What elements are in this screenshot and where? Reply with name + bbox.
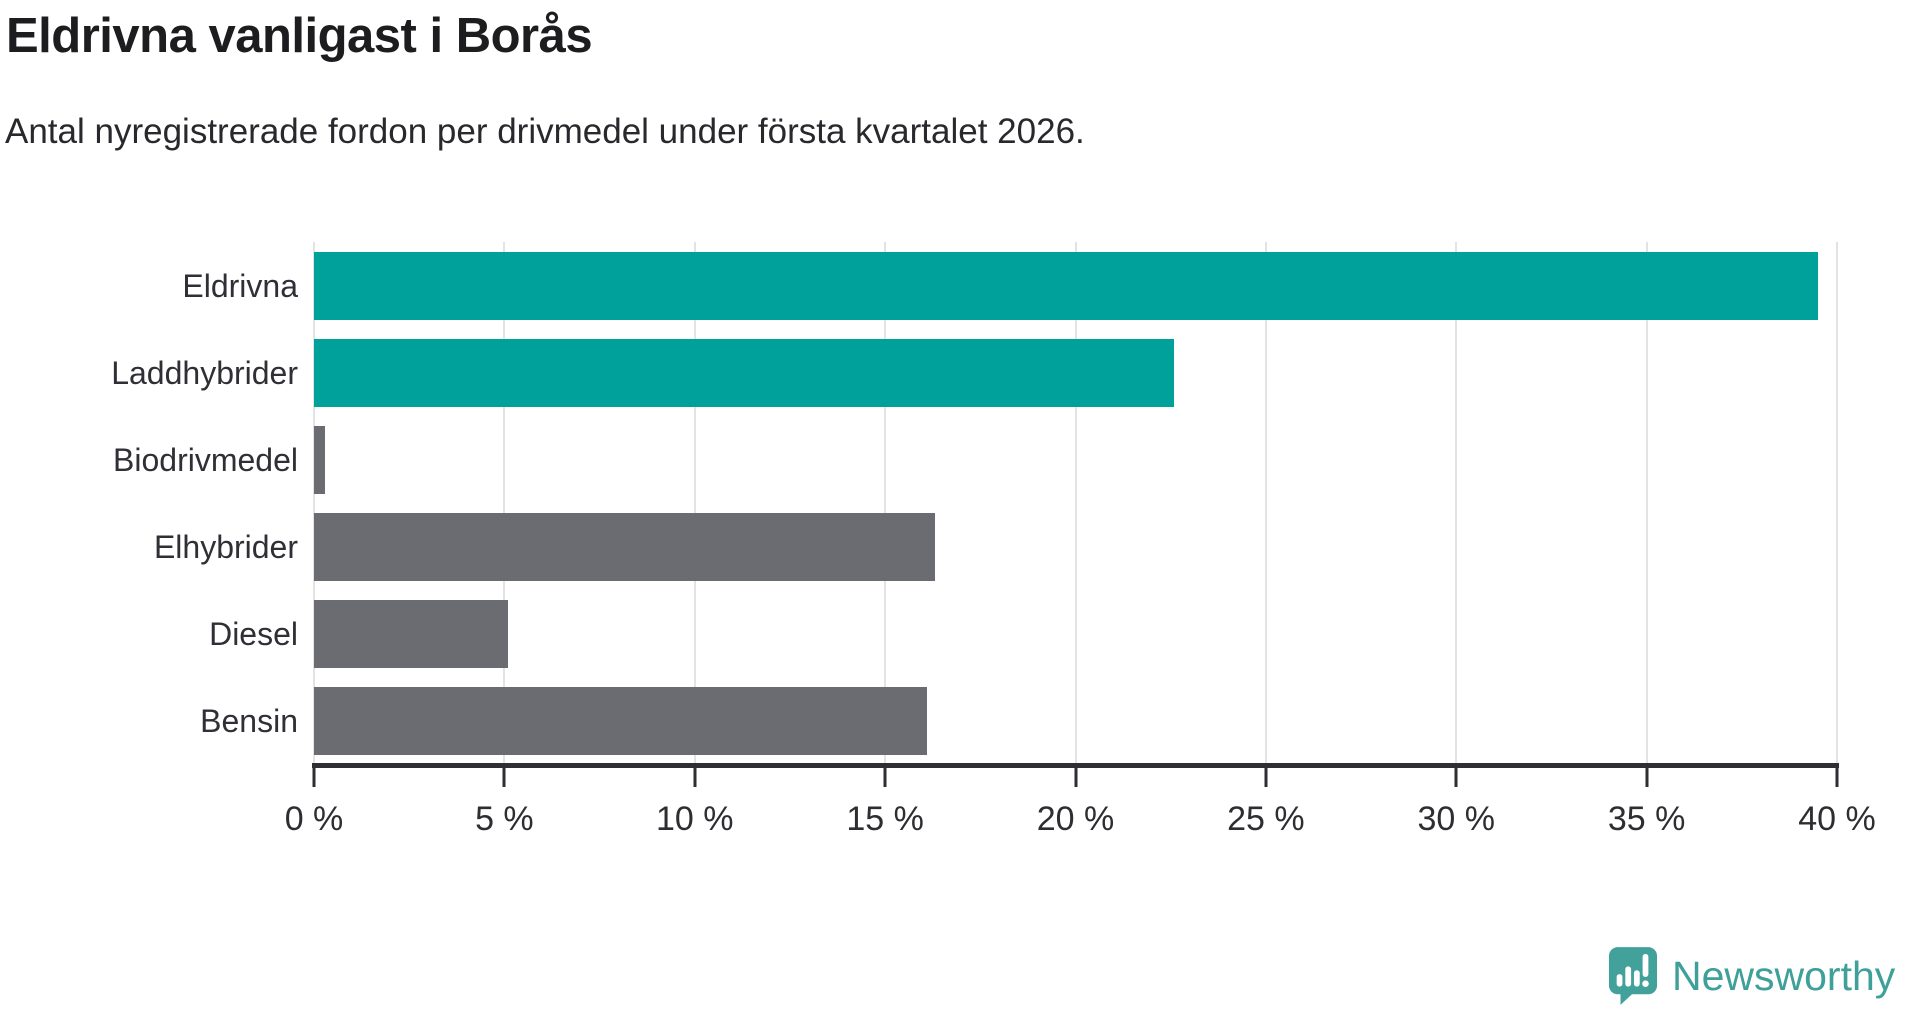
gridline-10-percent — [693, 242, 696, 765]
x-axis-tick-label-0: 0 % — [284, 800, 344, 838]
gridline-15-percent — [884, 242, 887, 765]
x-axis-tick-label-35: 35 % — [1607, 800, 1686, 838]
bar-diesel — [314, 600, 509, 669]
x-axis-tick-label-15: 15 % — [846, 800, 924, 838]
x-axis-tick-label-40: 40 % — [1798, 800, 1876, 838]
gridline-5-percent — [503, 242, 506, 765]
page-title: Eldrivna vanligast i Borås — [6, 9, 593, 63]
logo-exclamation-bar — [1642, 953, 1649, 977]
gridline-20-percent — [1074, 242, 1077, 765]
logo-bar-2 — [1625, 966, 1632, 987]
gridline-25-percent — [1264, 242, 1267, 765]
y-axis-label-bensin: Bensin — [200, 703, 298, 740]
y-axis-label-laddhybrider: Laddhybrider — [111, 354, 298, 391]
x-axis-tick-25 — [1264, 763, 1268, 787]
x-axis-tick-35 — [1645, 763, 1649, 787]
x-axis-tick-15 — [883, 763, 887, 787]
x-axis-tick-10 — [693, 763, 697, 787]
logo-bar-3 — [1633, 970, 1640, 987]
x-axis-tick-label-20: 20 % — [1036, 800, 1115, 838]
newsworthy-brand-text: Newsworthy — [1672, 952, 1896, 999]
bar-eldrivna — [314, 251, 1818, 320]
bar-biodrivmedel — [314, 425, 326, 494]
x-axis-tick-label-25: 25 % — [1227, 800, 1305, 838]
x-axis-tick-label-30: 30 % — [1417, 800, 1496, 838]
y-axis-label-diesel: Diesel — [209, 616, 298, 653]
gridline-0-percent — [313, 242, 315, 765]
x-axis-tick-0 — [312, 763, 316, 787]
logo-exclamation-dot — [1642, 980, 1649, 987]
bar-elhybrider — [314, 513, 935, 582]
logo-bar-1 — [1616, 974, 1623, 987]
x-axis-tick-20 — [1074, 763, 1077, 787]
page-subtitle: Antal nyregistrerade fordon per drivmede… — [5, 112, 1085, 151]
x-axis-tick-5 — [502, 763, 506, 787]
y-axis-label-biodrivmedel: Biodrivmedel — [113, 441, 298, 478]
x-axis-tick-40 — [1835, 763, 1839, 787]
newsworthy-logo-icon — [1608, 947, 1658, 1005]
y-axis-label-elhybrider: Elhybrider — [153, 529, 298, 566]
x-axis-tick-label-5: 5 % — [475, 800, 534, 838]
x-axis-tick-label-10: 10 % — [656, 800, 734, 838]
x-axis-tick-30 — [1454, 763, 1458, 787]
gridline-35-percent — [1645, 242, 1648, 765]
y-axis-label-eldrivna: Eldrivna — [182, 267, 298, 304]
bar-bensin — [314, 687, 927, 756]
newsworthy-logo: Newsworthy — [1608, 946, 1895, 1006]
gridline-40-percent — [1836, 242, 1838, 765]
gridline-30-percent — [1455, 242, 1458, 765]
bar-laddhybrider — [314, 338, 1175, 407]
